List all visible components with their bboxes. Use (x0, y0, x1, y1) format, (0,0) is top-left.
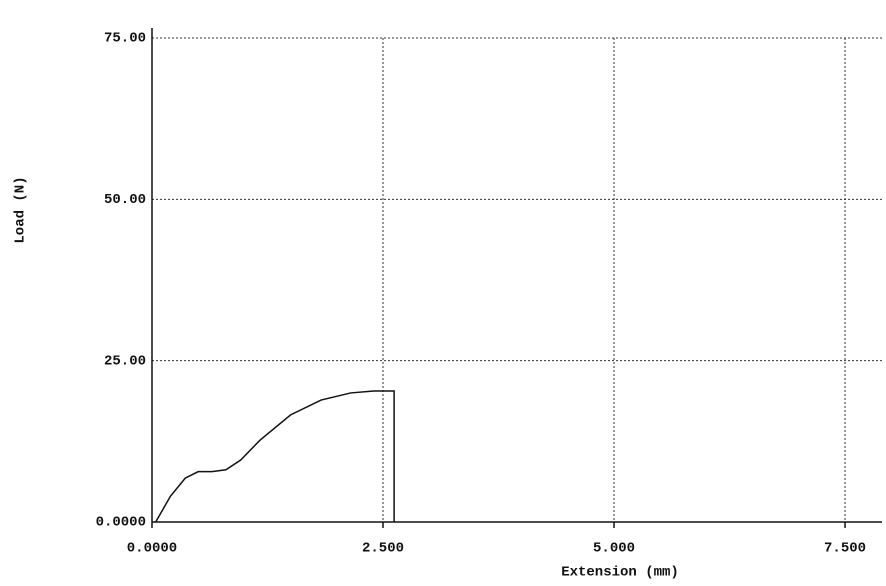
y-tick-label: 75.00 (104, 31, 146, 47)
y-tick-label: 25.00 (104, 353, 146, 369)
y-tick-label: 0.0000 (96, 515, 146, 531)
x-tick-label: 5.000 (593, 541, 635, 557)
y-tick-label: 50.00 (104, 192, 146, 208)
y-axis-label: Load (N) (13, 176, 29, 243)
x-tick-label: 7.500 (824, 541, 866, 557)
data-line (155, 390, 395, 523)
x-tick-label: 0.0000 (127, 541, 177, 557)
x-tick-label: 2.500 (362, 541, 404, 557)
x-axis-label: Extension (mm) (561, 565, 679, 581)
